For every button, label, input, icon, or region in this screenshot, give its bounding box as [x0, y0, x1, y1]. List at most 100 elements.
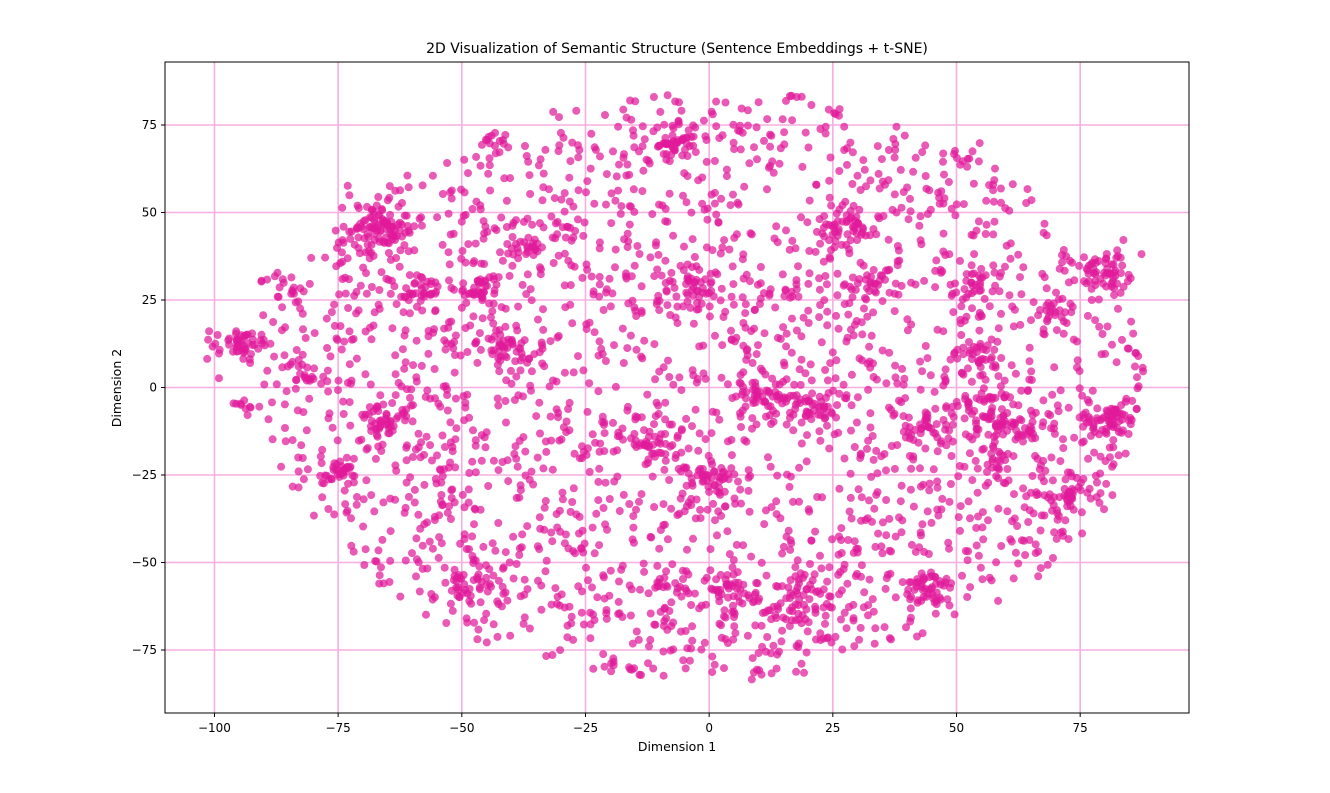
scatter-point [863, 271, 872, 280]
scatter-point [921, 444, 930, 453]
scatter-point [862, 295, 871, 304]
scatter-point [656, 107, 665, 116]
scatter-point [617, 565, 626, 574]
scatter-point [307, 253, 316, 262]
scatter-point [972, 424, 981, 433]
scatter-point [391, 391, 400, 400]
scatter-point [996, 423, 1005, 432]
scatter-point [532, 412, 541, 421]
scatter-point [921, 408, 930, 417]
scatter-point [772, 222, 781, 231]
scatter-point [401, 326, 410, 335]
scatter-point [626, 331, 635, 340]
scatter-point [392, 232, 401, 241]
scatter-point [291, 384, 300, 393]
scatter-point [637, 307, 646, 315]
scatter-point [339, 471, 348, 480]
scatter-point [710, 660, 719, 669]
scatter-point [496, 248, 504, 257]
scatter-point [1113, 252, 1122, 261]
scatter-point [541, 145, 550, 154]
scatter-point [882, 531, 891, 540]
scatter-point [997, 542, 1006, 550]
scatter-point [378, 440, 387, 449]
scatter-point [558, 488, 567, 497]
scatter-point [1109, 436, 1118, 445]
scatter-point [1064, 403, 1073, 412]
scatter-point [825, 221, 834, 229]
scatter-point [997, 405, 1006, 414]
scatter-point [994, 372, 1003, 381]
scatter-point [309, 375, 318, 383]
scatter-point [721, 98, 730, 107]
scatter-point [991, 164, 999, 173]
scatter-point [657, 271, 666, 280]
scatter-point [1011, 435, 1020, 444]
scatter-point [639, 559, 648, 568]
scatter-point [535, 219, 544, 228]
scatter-point [264, 415, 273, 424]
scatter-point [349, 454, 358, 463]
scatter-point [421, 392, 430, 401]
scatter-point [857, 561, 866, 570]
scatter-point [712, 210, 721, 219]
scatter-point [318, 478, 327, 487]
scatter-point [654, 401, 663, 410]
scatter-point [756, 263, 765, 271]
scatter-point [847, 514, 856, 523]
scatter-point [797, 439, 806, 448]
scatter-point [985, 302, 994, 311]
scatter-point [451, 394, 460, 403]
scatter-point [703, 215, 712, 224]
scatter-point [683, 172, 692, 181]
scatter-point [654, 142, 662, 151]
scatter-point [978, 575, 987, 584]
scatter-point [463, 390, 472, 399]
scatter-point [760, 329, 769, 338]
scatter-point [547, 528, 556, 537]
scatter-point [260, 380, 269, 389]
scatter-point [539, 325, 548, 334]
scatter-point [683, 152, 692, 160]
scatter-point [572, 106, 581, 115]
x-tick-label: −50 [449, 721, 474, 735]
scatter-point [811, 527, 820, 536]
scatter-point [464, 169, 472, 178]
scatter-point [501, 322, 510, 331]
scatter-point [772, 664, 781, 673]
scatter-point [823, 321, 832, 330]
scatter-point [923, 354, 932, 363]
scatter-point [549, 259, 558, 267]
scatter-point [984, 516, 992, 525]
scatter-point [669, 380, 678, 389]
scatter-point [846, 282, 854, 291]
scatter-point [404, 183, 413, 192]
scatter-point [737, 423, 745, 431]
scatter-point [685, 142, 694, 151]
scatter-point [988, 403, 997, 412]
scatter-point [582, 320, 591, 329]
scatter-point [273, 268, 282, 277]
scatter-point [963, 364, 972, 373]
scatter-point [452, 424, 461, 433]
scatter-point [468, 205, 477, 213]
scatter-point [915, 221, 924, 230]
scatter-point [670, 283, 679, 292]
scatter-point [442, 339, 451, 348]
scatter-point [364, 410, 373, 419]
scatter-point [386, 289, 395, 298]
scatter-point [484, 482, 493, 490]
scatter-point [820, 212, 829, 221]
scatter-point [527, 467, 536, 476]
scatter-point [1042, 284, 1051, 293]
scatter-point [1034, 572, 1043, 581]
scatter-point [807, 536, 816, 545]
scatter-point [650, 420, 658, 429]
scatter-point [353, 493, 361, 501]
scatter-point [376, 422, 385, 430]
scatter-point [989, 186, 998, 195]
scatter-point [574, 141, 582, 150]
scatter-point [788, 236, 797, 245]
scatter-point [668, 560, 677, 569]
scatter-point [428, 456, 436, 465]
